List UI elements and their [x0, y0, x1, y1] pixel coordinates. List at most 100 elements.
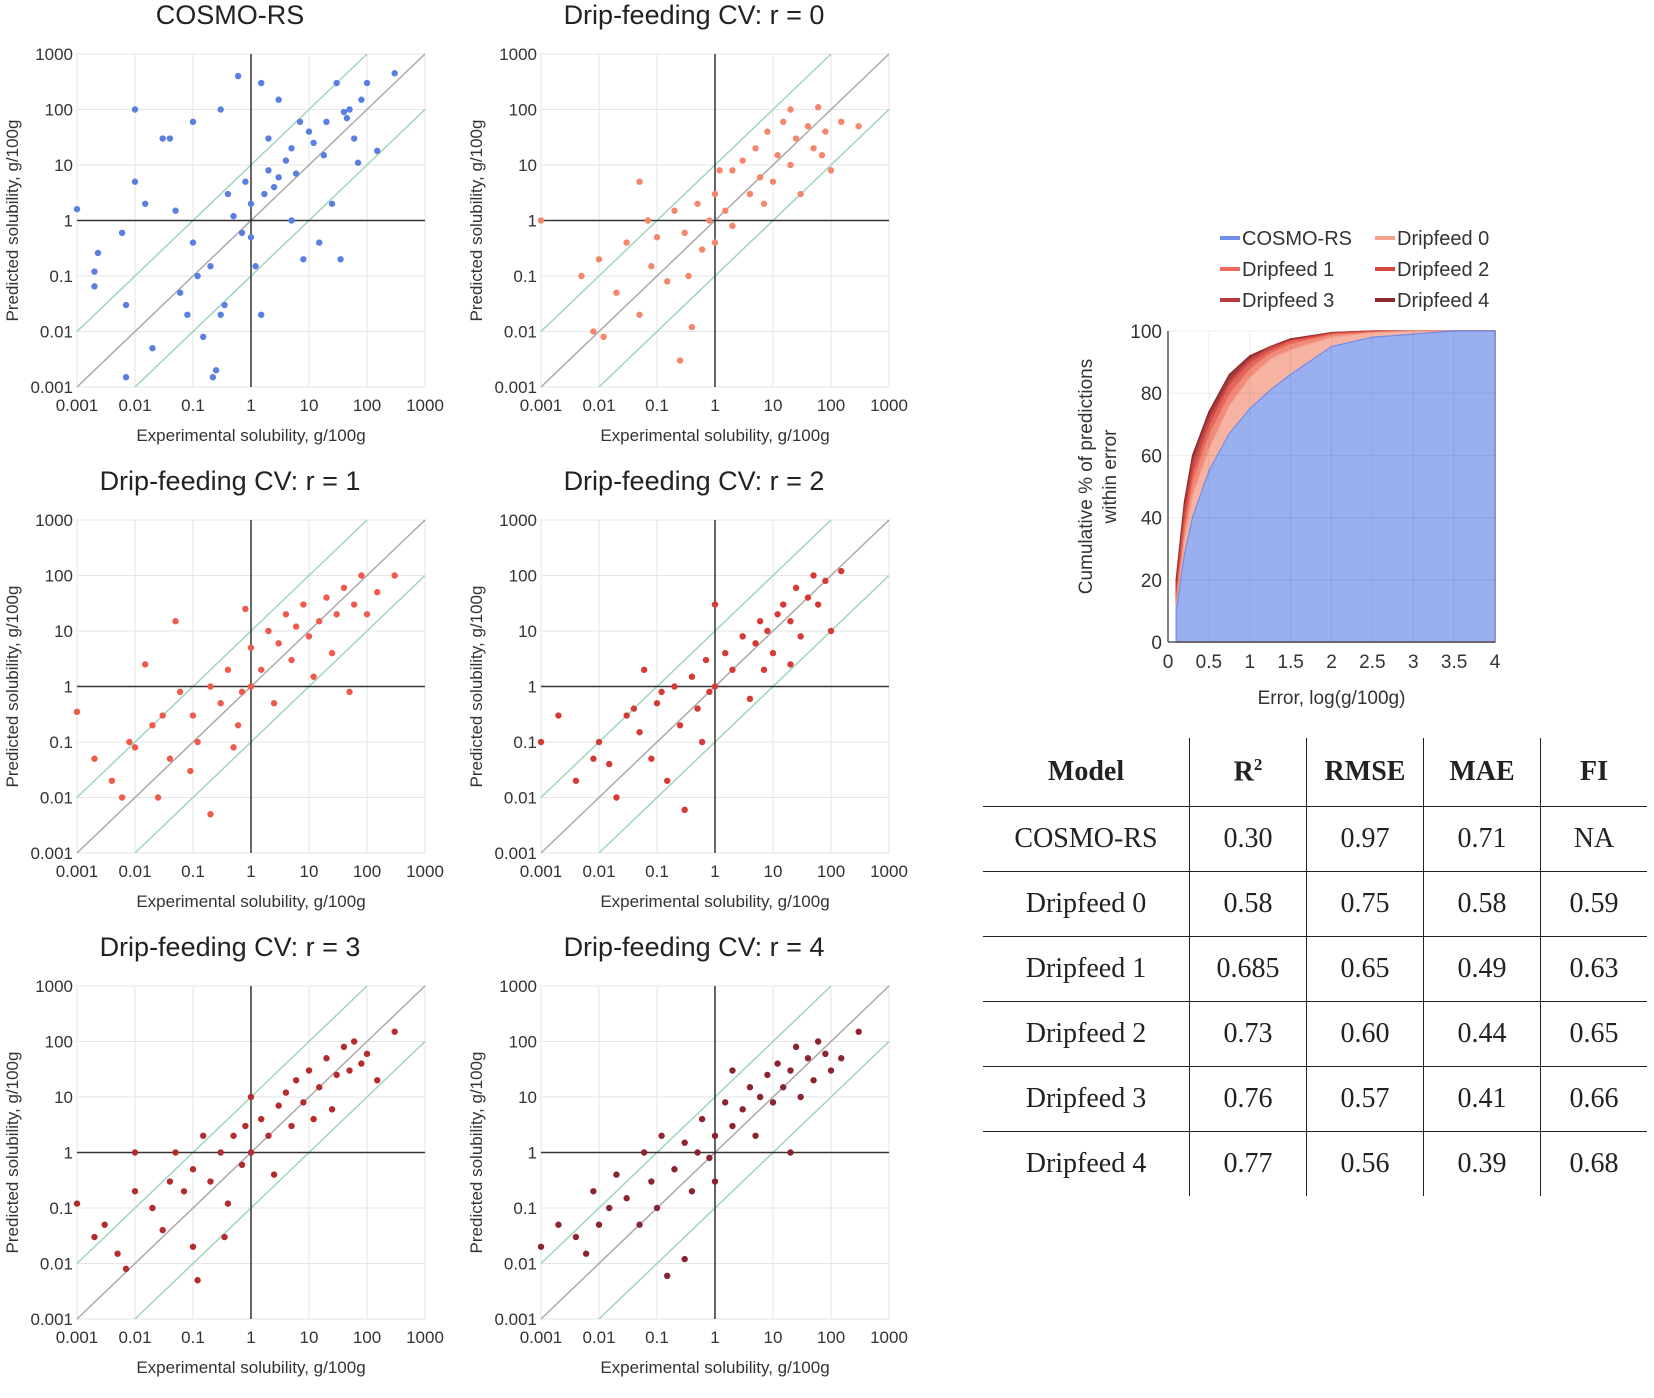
data-point	[242, 605, 249, 613]
y-tick-label: 10	[518, 1088, 537, 1107]
data-point	[838, 1055, 845, 1062]
x-tick-label: 0.1	[645, 396, 669, 415]
y-axis-label: Predicted solubility, g/100g	[3, 586, 22, 788]
data-point	[729, 1067, 736, 1074]
y-tick-label: 0.01	[504, 789, 537, 808]
y-tick-label: 10	[54, 1088, 73, 1107]
x-tick-label: 1000	[870, 396, 908, 415]
data-point	[288, 217, 295, 224]
data-point	[194, 738, 201, 746]
data-point	[702, 656, 710, 664]
data-point	[613, 794, 620, 801]
x-tick-label: 1000	[870, 1328, 908, 1347]
y-tick-label: 100	[509, 1033, 537, 1052]
data-point	[711, 1132, 719, 1139]
lower-error-line	[598, 108, 890, 388]
table-cell: 0.65	[1540, 1001, 1647, 1067]
y-tick-label: 1000	[35, 977, 73, 996]
x-tick-label: 0.01	[582, 1328, 615, 1347]
data-point	[238, 1161, 246, 1169]
x-tick-label: 0.1	[181, 396, 205, 415]
data-point	[91, 283, 98, 290]
data-point	[780, 118, 787, 126]
x-tick-label: 10	[764, 1328, 783, 1347]
data-point	[340, 1043, 348, 1051]
table-cell: 0.44	[1423, 1001, 1541, 1067]
data-point	[189, 712, 197, 719]
data-point	[288, 145, 295, 152]
data-point	[91, 268, 98, 275]
data-point	[363, 79, 371, 87]
data-point	[166, 1178, 174, 1185]
data-point	[217, 1149, 224, 1156]
data-point	[595, 256, 603, 263]
data-point	[797, 633, 804, 640]
y-tick-label: 1	[528, 1144, 537, 1163]
scatter-plot: Drip-feeding CV: r = 1 0.001 0.001 0.01 0.01…	[0, 466, 460, 932]
data-point	[189, 118, 197, 126]
y-axis-label-line: Cumulative % of predictions	[1076, 359, 1097, 595]
y-tick-label: 0.1	[513, 267, 537, 286]
data-point	[590, 1188, 597, 1195]
data-point	[118, 229, 126, 237]
data-point	[73, 708, 81, 716]
data-point	[818, 152, 826, 159]
y-axis-label: Predicted solubility, g/100g	[467, 120, 486, 322]
table-cell: 0.59	[1540, 871, 1647, 937]
data-point	[595, 738, 603, 746]
upper-error-line	[76, 519, 368, 799]
data-point	[340, 584, 348, 592]
y-tick-label: 1	[64, 1144, 73, 1163]
data-point	[814, 1038, 822, 1045]
data-point	[346, 106, 353, 113]
data-point	[343, 114, 351, 122]
scatter-plot: Drip-feeding CV: r = 0 0.001 0.001 0.01 0.01…	[464, 0, 924, 466]
data-point	[590, 755, 597, 762]
data-point	[333, 611, 340, 618]
table-cell: 0.65	[1306, 936, 1424, 1002]
data-point	[333, 1071, 340, 1079]
data-point	[261, 190, 268, 198]
data-point	[159, 712, 166, 719]
column-header: Model	[983, 738, 1190, 807]
data-point	[131, 744, 139, 751]
y-tick-label: 0.1	[49, 267, 73, 286]
table-cell: Dripfeed 1	[983, 936, 1190, 1002]
y-tick-label: 1000	[35, 45, 73, 64]
data-point	[681, 1139, 688, 1146]
scatter-plot: Drip-feeding CV: r = 2 0.001 0.001 0.01 0.01…	[464, 466, 924, 932]
data-point	[685, 272, 692, 280]
data-point	[787, 661, 794, 668]
data-point	[305, 1067, 313, 1074]
data-point	[855, 1028, 862, 1035]
y-tick-label: 80	[1141, 384, 1162, 405]
data-point	[207, 263, 214, 270]
data-point	[572, 777, 580, 784]
data-point	[729, 666, 736, 673]
data-point	[258, 666, 265, 673]
table-cell: Dripfeed 4	[983, 1131, 1190, 1196]
table-cell: 0.57	[1306, 1066, 1424, 1132]
y-axis-label: Predicted solubility, g/100g	[467, 1052, 486, 1254]
data-point	[122, 374, 130, 381]
data-point	[855, 123, 862, 130]
y-tick-label: 100	[1130, 322, 1162, 343]
data-point	[729, 167, 736, 174]
x-tick-label: 1000	[406, 862, 444, 881]
table-cell: 0.73	[1189, 1001, 1307, 1067]
x-tick-label: 0.1	[181, 1328, 205, 1347]
scatter-plot: Drip-feeding CV: r = 4 0.001 0.001 0.01 0.01…	[464, 932, 924, 1398]
data-point	[792, 135, 800, 142]
lower-error-line	[598, 1040, 890, 1320]
data-point	[814, 104, 822, 111]
y-tick-label: 0.1	[513, 733, 537, 752]
data-point	[247, 1149, 255, 1156]
table-cell: 0.58	[1189, 871, 1307, 937]
y-tick-label: 60	[1141, 446, 1162, 467]
data-point	[172, 207, 179, 214]
data-point	[247, 644, 255, 651]
legend-label: Dripfeed 1	[1242, 259, 1334, 281]
y-tick-label: 1000	[499, 45, 537, 64]
data-point	[189, 1166, 197, 1173]
